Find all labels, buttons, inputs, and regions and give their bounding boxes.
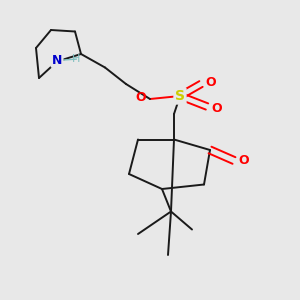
Text: N: N	[52, 53, 62, 67]
Text: O: O	[212, 101, 222, 115]
Text: H: H	[72, 54, 81, 64]
Text: S: S	[175, 89, 185, 103]
Text: O: O	[238, 154, 249, 167]
Text: O: O	[206, 76, 216, 89]
Text: O: O	[135, 91, 146, 104]
